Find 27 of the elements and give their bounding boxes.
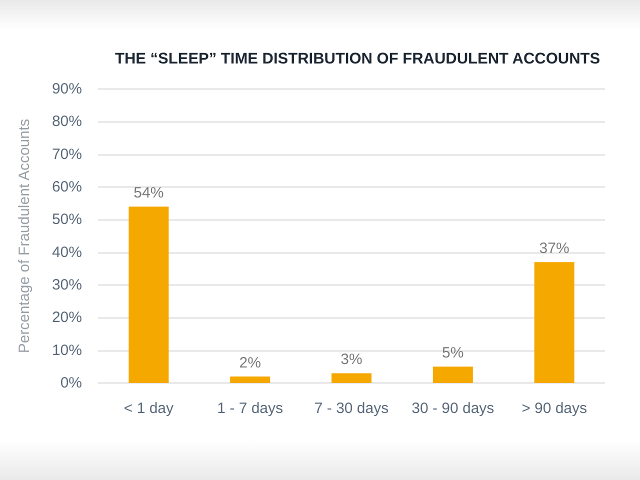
bar <box>534 262 574 383</box>
y-tick-label: 90% <box>52 80 82 98</box>
y-tick-label: 50% <box>52 211 82 228</box>
bar <box>332 373 372 383</box>
data-label: 5% <box>442 344 464 362</box>
x-tick-label: > 90 days <box>522 400 588 417</box>
y-tick-label: 70% <box>52 146 82 163</box>
y-tick-label: 0% <box>60 374 82 392</box>
data-label: 54% <box>134 184 164 202</box>
bar <box>432 366 473 383</box>
data-label: 2% <box>239 354 261 372</box>
data-label: 3% <box>340 351 362 368</box>
data-label: 37% <box>539 240 570 258</box>
y-axis-title: Percentage of Fraudulent Accounts <box>16 118 33 354</box>
y-tick-label: 20% <box>52 309 82 326</box>
y-tick-label: 30% <box>52 276 82 294</box>
x-tick-label: 30 - 90 days <box>412 400 494 417</box>
x-tick-label: < 1 day <box>124 400 174 417</box>
y-tick-label: 80% <box>52 113 82 130</box>
y-tick-label: 40% <box>52 244 82 261</box>
chart-title: THE “SLEEP” TIME DISTRIBUTION OF FRAUDULENT ACCOUNTS <box>115 50 600 68</box>
y-tick-label: 10% <box>52 342 82 359</box>
bar <box>128 206 169 383</box>
x-tick-label: 1 - 7 days <box>217 400 284 417</box>
y-tick-label: 60% <box>52 178 82 196</box>
x-tick-label: 7 - 30 days <box>314 400 389 417</box>
bar <box>230 376 270 383</box>
